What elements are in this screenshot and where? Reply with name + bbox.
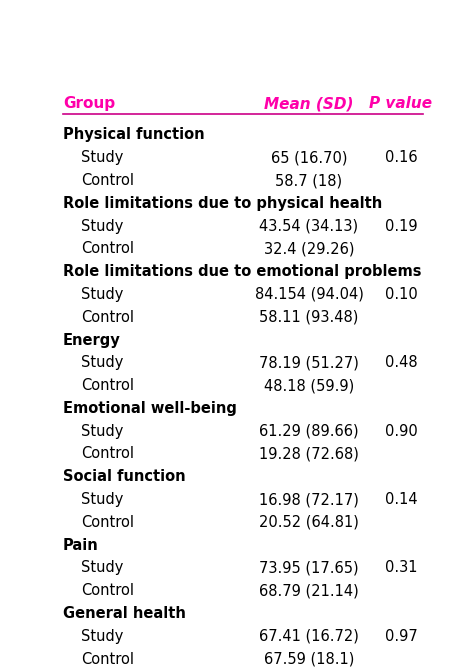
Text: 67.41 (16.72): 67.41 (16.72) (259, 629, 359, 643)
Text: Energy: Energy (63, 333, 121, 348)
Text: Control: Control (82, 652, 134, 666)
Text: 0.48: 0.48 (384, 356, 417, 370)
Text: Physical function: Physical function (63, 127, 205, 142)
Text: 61.29 (89.66): 61.29 (89.66) (259, 423, 359, 439)
Text: Study: Study (82, 287, 124, 302)
Text: Study: Study (82, 629, 124, 643)
Text: 0.14: 0.14 (384, 492, 417, 507)
Text: 0.10: 0.10 (384, 287, 417, 302)
Text: 0.90: 0.90 (384, 423, 417, 439)
Text: Study: Study (82, 219, 124, 234)
Text: 73.95 (17.65): 73.95 (17.65) (259, 560, 359, 576)
Text: 0.16: 0.16 (384, 150, 417, 165)
Text: 84.154 (94.04): 84.154 (94.04) (255, 287, 364, 302)
Text: 58.11 (93.48): 58.11 (93.48) (259, 310, 359, 325)
Text: Control: Control (82, 446, 134, 462)
Text: Study: Study (82, 560, 124, 576)
Text: Control: Control (82, 310, 134, 325)
Text: 43.54 (34.13): 43.54 (34.13) (259, 219, 359, 234)
Text: Study: Study (82, 492, 124, 507)
Text: General health: General health (63, 606, 186, 621)
Text: Control: Control (82, 242, 134, 256)
Text: Control: Control (82, 583, 134, 598)
Text: 32.4 (29.26): 32.4 (29.26) (264, 242, 354, 256)
Text: Study: Study (82, 423, 124, 439)
Text: 20.52 (64.81): 20.52 (64.81) (259, 515, 359, 530)
Text: Control: Control (82, 515, 134, 530)
Text: Group: Group (63, 96, 115, 111)
Text: 67.59 (18.1): 67.59 (18.1) (264, 652, 354, 666)
Text: P value: P value (369, 96, 432, 111)
Text: 16.98 (72.17): 16.98 (72.17) (259, 492, 359, 507)
Text: 65 (16.70): 65 (16.70) (271, 150, 347, 165)
Text: 19.28 (72.68): 19.28 (72.68) (259, 446, 359, 462)
Text: 48.18 (59.9): 48.18 (59.9) (264, 378, 354, 393)
Text: 0.19: 0.19 (384, 219, 417, 234)
Text: Role limitations due to physical health: Role limitations due to physical health (63, 196, 382, 211)
Text: 78.19 (51.27): 78.19 (51.27) (259, 356, 359, 370)
Text: Mean (SD): Mean (SD) (264, 96, 354, 111)
Text: Control: Control (82, 173, 134, 188)
Text: 58.7 (18): 58.7 (18) (275, 173, 343, 188)
Text: Control: Control (82, 378, 134, 393)
Text: Social function: Social function (63, 469, 185, 484)
Text: Emotional well-being: Emotional well-being (63, 401, 237, 416)
Text: 0.31: 0.31 (384, 560, 417, 576)
Text: Role limitations due to emotional problems: Role limitations due to emotional proble… (63, 264, 421, 279)
Text: Study: Study (82, 150, 124, 165)
Text: Pain: Pain (63, 537, 99, 553)
Text: 0.97: 0.97 (384, 629, 417, 643)
Text: Study: Study (82, 356, 124, 370)
Text: 68.79 (21.14): 68.79 (21.14) (259, 583, 359, 598)
